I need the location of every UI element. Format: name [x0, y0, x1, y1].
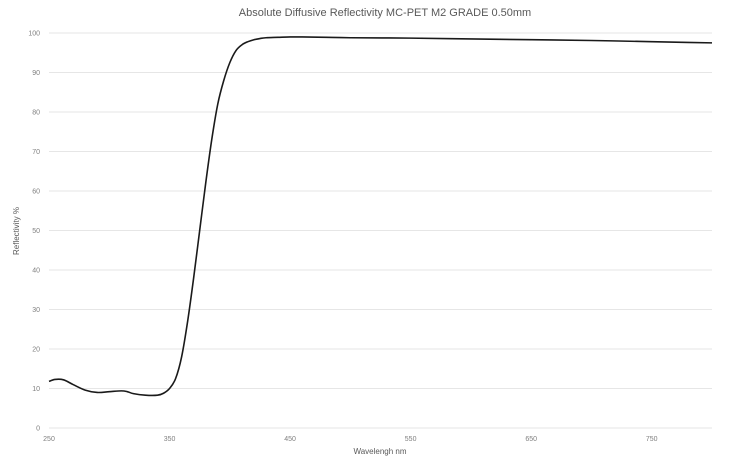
reflectivity-series-line	[48, 36, 713, 397]
x-tick-label-350: 350	[164, 436, 176, 443]
y-tick-label-30: 30	[32, 307, 40, 314]
x-axis-label: Wavelengh nm	[353, 447, 406, 456]
grid-lines	[49, 32, 712, 429]
series-layer	[48, 36, 713, 397]
tick-labels: 0 10 20 30 40 50 60 70 80 90 100 250 350 450 550 650 750	[28, 31, 657, 444]
y-tick-label-50: 50	[32, 228, 40, 235]
y-tick-label-60: 60	[32, 189, 40, 196]
y-tick-label-20: 20	[32, 347, 40, 354]
y-tick-label-40: 40	[32, 268, 40, 275]
y-tick-label-70: 70	[32, 149, 40, 156]
x-tick-label-250: 250	[43, 436, 55, 443]
x-tick-label-650: 650	[525, 436, 537, 443]
x-tick-label-750: 750	[646, 436, 658, 443]
x-tick-label-550: 550	[405, 436, 417, 443]
x-tick-label-450: 450	[284, 436, 296, 443]
y-axis-label: Reflectivity %	[12, 207, 21, 255]
y-tick-label-90: 90	[32, 70, 40, 77]
y-tick-label-80: 80	[32, 110, 40, 117]
y-tick-label-100: 100	[28, 31, 40, 38]
y-tick-label-0: 0	[36, 426, 40, 433]
y-tick-label-10: 10	[32, 386, 40, 393]
chart-title: Absolute Diffusive Reflectivity MC-PET M…	[239, 7, 531, 19]
